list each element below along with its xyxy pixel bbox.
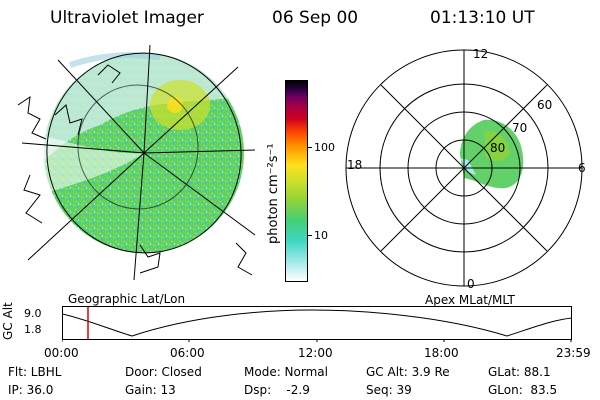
status-gc-alt: GC Alt: 3.9 Re [366, 365, 450, 379]
colorbar-tick-label-10: 10 [314, 229, 328, 242]
status-glon: GLon: 83.5 [488, 383, 558, 397]
time-text: 01:13:10 UT [430, 8, 535, 28]
status-seq: Seq: 39 [366, 383, 412, 397]
altitude-xtick-1200: 12:00 [298, 346, 333, 360]
date-text: 06 Sep 00 [272, 8, 359, 28]
colorbar-tick-100 [307, 147, 312, 148]
colorbar-tick-label-100: 100 [314, 141, 335, 154]
colorbar-tick-10 [307, 235, 312, 236]
altitude-plot [62, 306, 573, 342]
altitude-ylabel: GC Alt [1, 302, 15, 340]
altitude-xtick-1800: 18:00 [424, 346, 459, 360]
polar-label: Apex MLat/MLT [425, 293, 515, 307]
geographic-label: Geographic Lat/Lon [68, 292, 186, 306]
status-glat: GLat: 88.1 [488, 365, 551, 379]
altitude-xtick-0600: 06:00 [170, 346, 205, 360]
altitude-ytick-1.8: 1.8 [24, 323, 42, 336]
instrument-title: Ultraviolet Imager [50, 8, 204, 28]
status-flt: Flt: LBHL [8, 365, 62, 379]
altitude-xtick-2359: 23:59 [556, 346, 591, 360]
status-mode: Mode: Normal [244, 365, 328, 379]
altitude-xtick-0000: 00:00 [44, 346, 79, 360]
status-gain: Gain: 13 [125, 383, 176, 397]
lat-label-80: 80 [490, 141, 506, 155]
altitude-ytick-9: 9.0 [24, 307, 42, 320]
mlt-label-0: 0 [467, 277, 475, 291]
status-door: Door: Closed [125, 365, 202, 379]
polar-plot [345, 49, 583, 287]
status-ip: IP: 36.0 [8, 383, 54, 397]
mlt-label-18: 18 [347, 158, 363, 172]
lat-label-60: 60 [537, 98, 553, 112]
colorbar [285, 80, 308, 282]
colorbar-unit: photon cm⁻²s⁻¹ [266, 143, 281, 244]
mlt-label-6: 6 [578, 161, 586, 175]
geographic-image [17, 44, 256, 281]
lat-label-70: 70 [512, 121, 528, 135]
mlt-label-12: 12 [473, 47, 489, 61]
status-dsp: Dsp: -2.9 [244, 383, 310, 397]
